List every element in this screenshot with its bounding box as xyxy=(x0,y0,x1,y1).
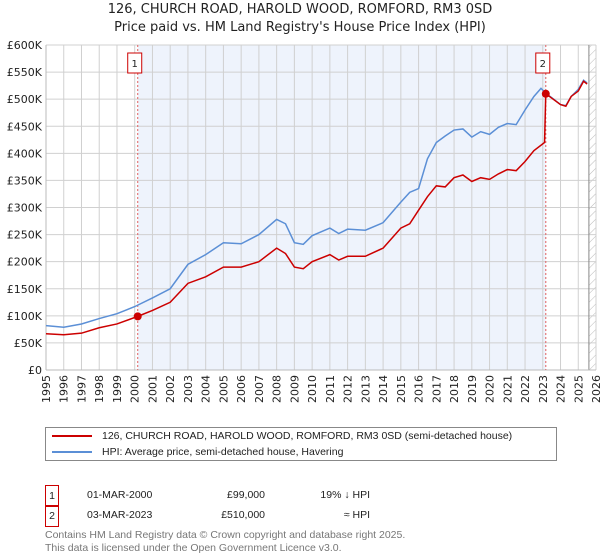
x-tick-label: 2007 xyxy=(253,375,266,403)
chart-title: 126, CHURCH ROAD, HAROLD WOOD, ROMFORD, … xyxy=(107,2,493,17)
x-tick-label: 2025 xyxy=(572,375,585,403)
sale-hpi-relation: ≈ HPI xyxy=(343,509,370,521)
hpi-line xyxy=(45,79,588,328)
x-tick-label: 2011 xyxy=(324,375,337,403)
footer-copyright: Contains HM Land Registry data © Crown c… xyxy=(45,529,406,541)
x-tick-label: 2019 xyxy=(466,375,479,403)
x-tick-label: 2015 xyxy=(395,375,408,403)
sale-point xyxy=(133,312,142,321)
chart-subtitle: Price paid vs. HM Land Registry's House … xyxy=(114,20,486,35)
chart-plot: £0 £50K £100K £150K £200K £250K £300K £350K £400… xyxy=(7,39,600,403)
x-tick-label: 2013 xyxy=(359,375,372,403)
y-tick-label: £50K xyxy=(14,337,43,350)
property-price-line xyxy=(45,80,588,336)
x-tick-label: 2022 xyxy=(519,375,532,403)
sale-hpi-relation: 19% ↓ HPI xyxy=(320,489,370,501)
x-tick-label: 2021 xyxy=(501,375,514,403)
y-tick-label: £300K xyxy=(7,202,43,215)
y-tick-label: £550K xyxy=(7,66,43,79)
x-tick-label: 2016 xyxy=(413,375,426,403)
x-tick-label: 2003 xyxy=(182,375,195,403)
legend-swatch-blue xyxy=(52,451,92,454)
x-tick-label: 2005 xyxy=(217,375,230,403)
x-tick-label: 1996 xyxy=(58,375,71,403)
sale-price: £99,000 xyxy=(227,489,265,501)
sale-date: 01-MAR-2000 xyxy=(87,489,153,501)
x-tick-label: 1998 xyxy=(93,375,106,403)
y-tick-label: £150K xyxy=(7,283,43,296)
x-tick-label: 2009 xyxy=(288,375,301,403)
legend: 126, CHURCH ROAD, HAROLD WOOD, ROMFORD, … xyxy=(45,427,557,461)
x-tick-label: 2020 xyxy=(484,375,497,403)
sale-label: 2 xyxy=(540,59,546,70)
x-tick-label: 1995 xyxy=(40,375,53,403)
x-tick-label: 1997 xyxy=(75,375,88,403)
sale-price: £510,000 xyxy=(221,509,265,521)
sale-label: 1 xyxy=(132,59,138,70)
x-tick-label: 2000 xyxy=(129,375,142,403)
x-tick-label: 2002 xyxy=(164,375,177,403)
sale-row: 2 03-MAR-2023 £510,000 ≈ HPI xyxy=(45,505,445,527)
footer: Contains HM Land Registry data © Crown c… xyxy=(45,529,405,555)
legend-label: 126, CHURCH ROAD, HAROLD WOOD, ROMFORD, … xyxy=(102,430,513,442)
x-tick-label: 2026 xyxy=(590,375,600,403)
sale-label-box xyxy=(535,52,551,74)
y-tick-label: £100K xyxy=(7,310,43,323)
sale-point xyxy=(541,89,550,98)
legend-item-hpi: HPI: Average price, semi-detached house,… xyxy=(52,445,343,459)
y-tick-label: £200K xyxy=(7,256,43,269)
y-tick-label: £0 xyxy=(28,364,42,377)
legend-item-property: 126, CHURCH ROAD, HAROLD WOOD, ROMFORD, … xyxy=(52,429,512,443)
y-tick-label: £500K xyxy=(7,93,43,106)
sale-label-box xyxy=(127,52,143,74)
y-tick-label: £350K xyxy=(7,174,43,187)
x-tick-label: 2001 xyxy=(146,375,159,403)
legend-label: HPI: Average price, semi-detached house,… xyxy=(102,446,344,458)
sale-row: 1 01-MAR-2000 £99,000 19% ↓ HPI xyxy=(45,485,445,507)
x-tick-label: 2018 xyxy=(448,375,461,403)
x-tick-label: 2017 xyxy=(430,375,443,403)
x-tick-label: 2024 xyxy=(555,375,568,403)
sale-date: 03-MAR-2023 xyxy=(87,509,153,521)
sale-badge: 1 xyxy=(45,485,59,507)
x-tick-label: 1999 xyxy=(111,375,124,403)
legend-swatch-red xyxy=(52,435,92,438)
x-tick-label: 2023 xyxy=(537,375,550,403)
x-tick-label: 2004 xyxy=(200,375,213,403)
y-tick-label: £400K xyxy=(7,147,43,160)
y-tick-label: £250K xyxy=(7,229,43,242)
y-tick-label: £600K xyxy=(7,39,43,52)
x-tick-label: 2012 xyxy=(342,375,355,403)
x-tick-label: 2008 xyxy=(271,375,284,403)
footer-licence: This data is licensed under the Open Gov… xyxy=(45,542,342,554)
sale-badge: 2 xyxy=(45,505,59,527)
y-tick-label: £450K xyxy=(7,120,43,133)
x-tick-label: 2010 xyxy=(306,375,319,403)
x-tick-label: 2006 xyxy=(235,375,248,403)
x-tick-label: 2014 xyxy=(377,375,390,403)
